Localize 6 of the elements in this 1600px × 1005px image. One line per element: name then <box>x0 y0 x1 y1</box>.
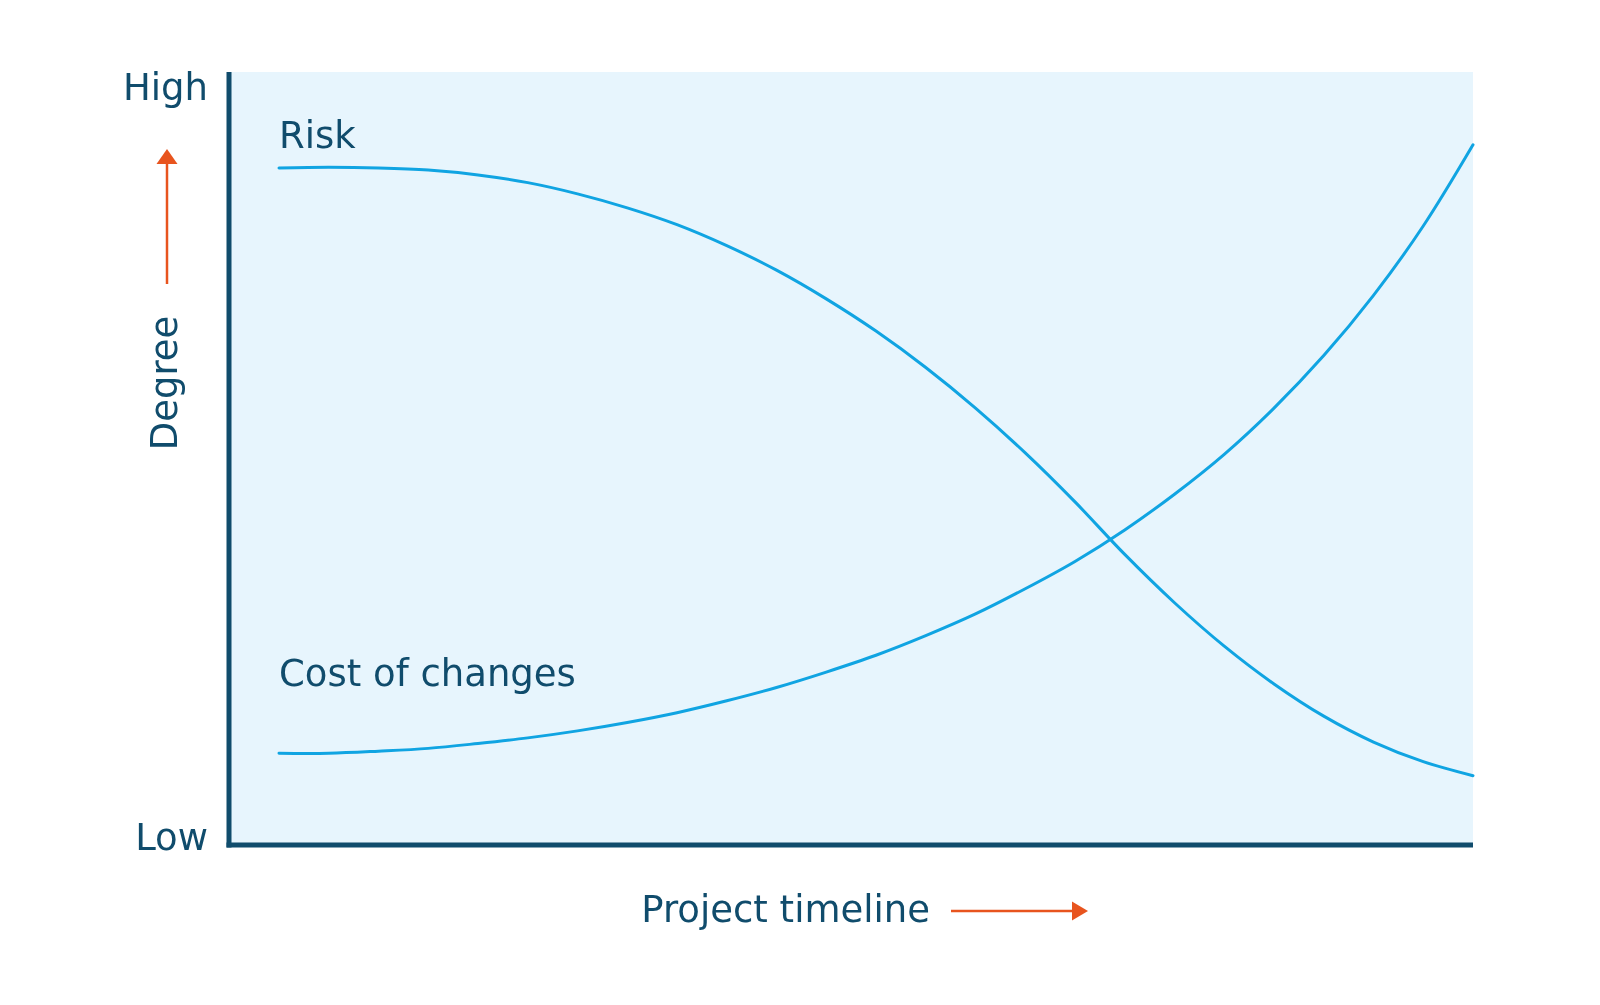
text: High <box>122 66 208 109</box>
x-axis-title: Project timeline <box>641 888 930 931</box>
y-axis-title: Degree <box>143 315 186 451</box>
series-label: Cost of changes <box>279 652 576 696</box>
text: Low <box>135 816 208 859</box>
series-label: Risk <box>279 113 357 157</box>
